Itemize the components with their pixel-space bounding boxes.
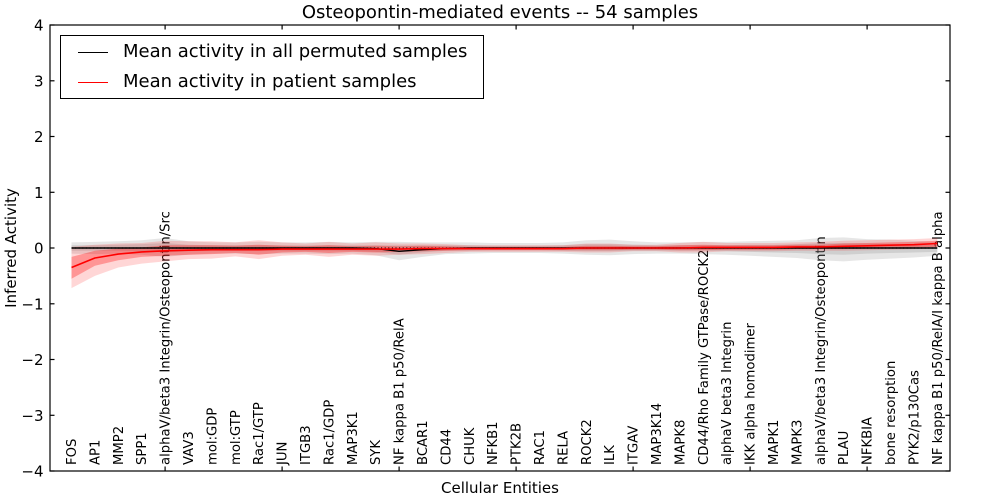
legend-line-sample-permuted	[78, 51, 108, 53]
legend-label-patient: Mean activity in patient samples	[123, 71, 417, 92]
entity-label: Rac1/GDP	[322, 400, 337, 465]
entity-label: MAP3K1	[346, 411, 361, 465]
legend-item-permuted: Mean activity in all permuted samples	[61, 37, 467, 67]
entity-label: JUN	[276, 442, 291, 466]
entity-label: ILK	[603, 445, 618, 465]
legend-line-sample-patient	[78, 81, 108, 83]
y-tick-label: 0	[34, 240, 44, 258]
entity-label: alphaV/beta3 Integrin/Osteopontin	[814, 236, 829, 465]
entity-label: VAV3	[182, 431, 197, 465]
entity-label: BCAR1	[416, 420, 431, 465]
entity-label: MAP3K14	[650, 403, 665, 465]
y-tick-label: −4	[21, 463, 43, 481]
patient-band-inner	[71, 240, 938, 279]
entity-label: CD44/Rho Family GTPase/ROCK2	[697, 250, 712, 465]
entity-label: PLAU	[837, 431, 852, 465]
patient-mean-line	[71, 242, 938, 269]
entity-label: CD44	[439, 429, 454, 465]
entity-label: SPP1	[135, 432, 150, 465]
entity-label: NF kappa B1 p50/RelA/I kappa B alpha	[931, 211, 946, 465]
entity-label: ITGB3	[299, 425, 314, 465]
entity-label: NFKB1	[486, 421, 501, 465]
y-tick-label: 1	[34, 184, 44, 202]
entity-label: alphaV beta3 Integrin	[720, 322, 735, 465]
legend-label-permuted: Mean activity in all permuted samples	[123, 41, 468, 62]
y-tick-label: 3	[34, 72, 44, 90]
chart-title: Osteopontin-mediated events -- 54 sample…	[302, 2, 698, 23]
entity-label: CHUK	[463, 427, 478, 465]
y-axis-label: Inferred Activity	[2, 188, 20, 308]
patient-band-outer	[71, 238, 938, 289]
entity-label: ITGAV	[627, 426, 642, 465]
entity-label: RELA	[556, 431, 571, 465]
legend-item-patient: Mean activity in patient samples	[61, 67, 467, 97]
x-axis-label: Cellular Entities	[441, 479, 559, 497]
entity-label: RAC1	[533, 430, 548, 465]
entity-label: SYK	[369, 440, 384, 465]
entity-label: Rac1/GTP	[252, 402, 267, 465]
y-tick-label: 4	[34, 17, 44, 35]
entity-label: MMP2	[112, 426, 127, 465]
entity-label: MAPK3	[790, 420, 805, 465]
entity-label: FOS	[65, 439, 80, 465]
entity-label: bone resorption	[884, 361, 899, 465]
entity-label: NF kappa B1 p50/RelA	[393, 318, 408, 465]
entity-label: MAPK8	[673, 420, 688, 465]
y-tick-label: −3	[21, 407, 43, 425]
entity-label: NFKBIA	[861, 417, 876, 465]
y-tick-label: −1	[21, 295, 43, 313]
entity-label: alphaV/beta3 Integrin/Osteopontin/Src	[159, 211, 174, 465]
entity-label: PTK2B	[510, 423, 525, 465]
entity-label: IKK alpha homodimer	[744, 323, 759, 465]
entity-label: PYK2/p130Cas	[907, 370, 922, 465]
entity-label: ROCK2	[580, 419, 595, 465]
entity-label: AP1	[88, 440, 103, 465]
y-tick-label: −2	[21, 351, 43, 369]
entity-label: MAPK1	[767, 420, 782, 465]
legend: Mean activity in all permuted samples Me…	[60, 35, 485, 99]
entity-label: mol:GTP	[229, 410, 244, 465]
y-tick-label: 2	[34, 128, 44, 146]
entity-label: mol:GDP	[205, 408, 220, 465]
